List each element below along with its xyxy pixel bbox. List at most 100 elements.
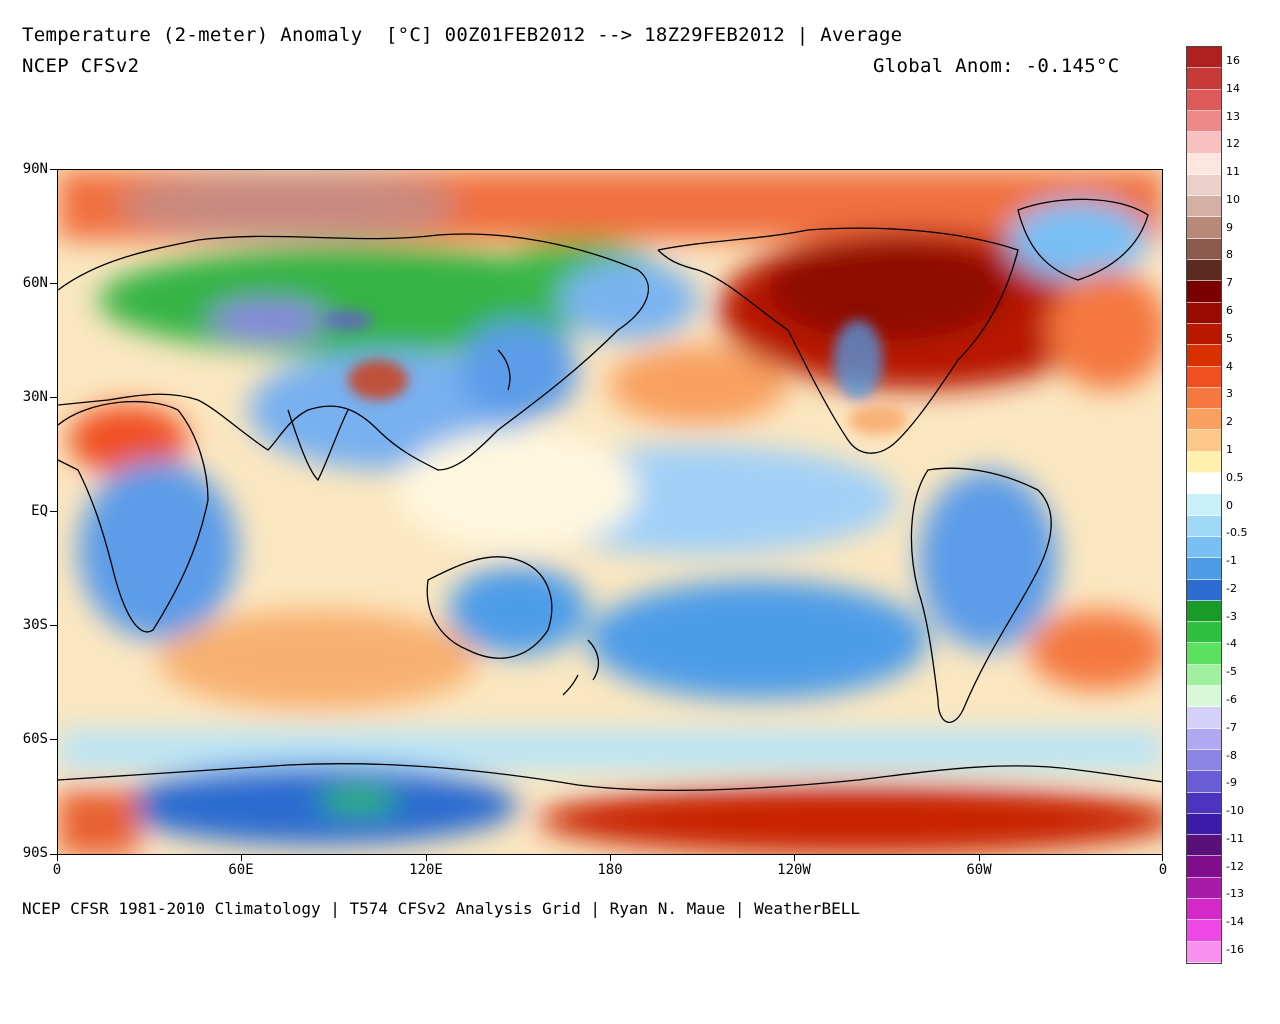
x-tick-label: 60E xyxy=(228,862,254,878)
color-legend-label: -9 xyxy=(1226,776,1237,790)
color-legend-swatch xyxy=(1187,281,1221,303)
x-tick xyxy=(1162,855,1163,861)
color-legend-label: 4 xyxy=(1226,359,1233,373)
region-australia xyxy=(448,565,588,655)
x-tick-label: 0 xyxy=(1158,862,1168,878)
color-legend-swatch xyxy=(1187,409,1221,431)
color-legend-swatch xyxy=(1187,89,1221,111)
color-legend-swatch xyxy=(1187,941,1221,963)
color-legend-swatch xyxy=(1187,643,1221,665)
color-legend-swatch xyxy=(1187,877,1221,900)
chart-title: Temperature (2-meter) Anomaly [°C] 00Z01… xyxy=(22,24,903,46)
color-legend-label: 10 xyxy=(1226,192,1240,206)
color-legend-label: 0.5 xyxy=(1226,470,1244,484)
color-legend-label: -14 xyxy=(1226,915,1244,929)
color-legend-swatch xyxy=(1187,366,1221,388)
y-tick xyxy=(50,625,57,626)
y-tick xyxy=(50,854,57,855)
footer-credits: NCEP CFSR 1981-2010 Climatology | T574 C… xyxy=(22,899,861,918)
coastlines xyxy=(58,198,1162,792)
color-legend-swatch xyxy=(1187,686,1221,708)
y-tick-label: 30N xyxy=(22,389,48,405)
color-legend-swatch xyxy=(1187,174,1221,197)
region-tropical-pacific xyxy=(398,430,638,550)
y-tick xyxy=(50,739,57,740)
color-legend-label: 1 xyxy=(1226,442,1233,456)
color-legend-swatch xyxy=(1187,792,1221,814)
color-legend-label: -1 xyxy=(1226,554,1237,568)
color-legend-label: -5 xyxy=(1226,665,1237,679)
color-legend-swatch xyxy=(1187,132,1221,154)
color-legend-label: -11 xyxy=(1226,831,1244,845)
color-legend-label: -16 xyxy=(1226,943,1244,956)
color-legend-swatch xyxy=(1187,558,1221,580)
region-central-asia xyxy=(208,300,328,340)
color-legend-swatch xyxy=(1187,622,1221,644)
region-antarctica-west xyxy=(538,785,1162,854)
region-south-pacific xyxy=(588,580,928,700)
y-tick xyxy=(50,283,57,284)
color-legend-swatch xyxy=(1187,68,1221,90)
x-tick xyxy=(979,855,980,861)
y-tick-label: 60S xyxy=(22,731,48,747)
region-north-pacific xyxy=(608,345,788,425)
color-legend-label: 9 xyxy=(1226,220,1233,234)
color-legend-label: -4 xyxy=(1226,637,1237,651)
color-legend-swatch xyxy=(1187,260,1221,282)
y-tick xyxy=(50,397,57,398)
color-legend-swatch xyxy=(1187,813,1221,836)
y-tick-label: EQ xyxy=(31,503,48,519)
color-legend-label: 13 xyxy=(1226,109,1240,123)
color-legend-label: -12 xyxy=(1226,859,1244,873)
color-legend-label: 5 xyxy=(1226,331,1233,345)
y-tick xyxy=(50,169,57,170)
x-tick xyxy=(426,855,427,861)
color-legend-label: 3 xyxy=(1226,387,1233,401)
color-legend-swatch xyxy=(1187,47,1221,69)
color-legend-swatch xyxy=(1187,323,1221,346)
color-legend-label: -3 xyxy=(1226,609,1237,623)
color-legend-swatch xyxy=(1187,238,1221,261)
y-tick-label: 90N xyxy=(22,161,48,177)
color-legend-label: 2 xyxy=(1226,415,1233,429)
color-legend-label: -13 xyxy=(1226,887,1244,901)
color-legend-label: 16 xyxy=(1226,54,1240,67)
x-tick xyxy=(794,855,795,861)
x-tick-label: 120E xyxy=(409,862,443,878)
color-legend-swatch xyxy=(1187,345,1221,367)
region-south-atlantic xyxy=(1028,610,1162,690)
region-greenland xyxy=(1008,200,1148,280)
color-legend-label: 7 xyxy=(1226,276,1233,290)
region-north-africa xyxy=(68,405,188,475)
color-legend-label: 8 xyxy=(1226,248,1233,262)
color-legend-swatch xyxy=(1187,430,1221,452)
region-antarctica-east xyxy=(118,765,518,845)
color-legend-label: -2 xyxy=(1226,581,1237,595)
color-legend-swatch xyxy=(1187,473,1221,495)
x-tick-label: 180 xyxy=(597,862,623,878)
color-legend-label: 14 xyxy=(1226,81,1240,95)
y-tick-label: 30S xyxy=(22,617,48,633)
color-legend-label: 0 xyxy=(1226,498,1233,512)
y-tick-label: 60N xyxy=(22,275,48,291)
color-legend-swatch xyxy=(1187,196,1221,218)
color-legend-swatch xyxy=(1187,579,1221,601)
color-legend-label: 12 xyxy=(1226,137,1240,151)
x-tick-label: 0 xyxy=(52,862,62,878)
color-legend-label: -0.5 xyxy=(1226,526,1248,540)
x-tick-label: 60W xyxy=(966,862,992,878)
region-siberia-arctic-coast xyxy=(118,170,458,240)
color-legend-swatch xyxy=(1187,515,1221,537)
anomaly-map xyxy=(57,169,1163,855)
color-legend-label: -6 xyxy=(1226,692,1237,706)
color-legend-swatch xyxy=(1187,110,1221,133)
x-tick xyxy=(241,855,242,861)
x-tick xyxy=(57,855,58,861)
map-canvas xyxy=(58,170,1162,854)
color-legend-swatch xyxy=(1187,387,1221,410)
color-legend-swatch xyxy=(1187,494,1221,516)
color-legend-label: -7 xyxy=(1226,720,1237,734)
color-legend-swatch xyxy=(1187,856,1221,878)
color-legend-label: -10 xyxy=(1226,804,1244,818)
color-legend-label: 11 xyxy=(1226,165,1240,179)
